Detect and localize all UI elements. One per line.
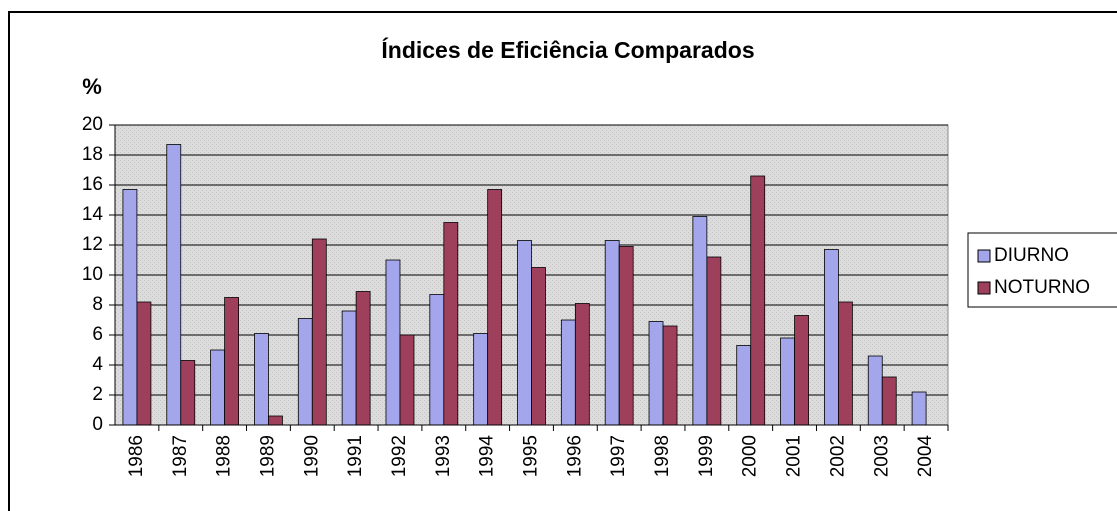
- bar: [487, 189, 503, 426]
- x-tick-label: 1988: [214, 435, 235, 477]
- bar: [254, 333, 269, 426]
- x-tick-label: 2004: [915, 435, 936, 478]
- bar: [604, 240, 620, 426]
- y-tick-label: 14: [82, 204, 104, 225]
- x-tick-label: 2000: [740, 435, 761, 477]
- bar: [823, 249, 839, 426]
- x-tick-label: 1992: [389, 435, 410, 477]
- bar: [224, 297, 240, 426]
- y-tick-label: 18: [82, 144, 103, 165]
- bar: [736, 345, 752, 426]
- y-tick-label: 12: [82, 234, 103, 255]
- legend-swatch: [977, 281, 991, 295]
- bar: [706, 256, 722, 426]
- bar: [166, 144, 182, 426]
- x-tick-label: 1994: [477, 435, 498, 478]
- bar: [794, 315, 809, 426]
- y-tick-label: 10: [82, 264, 103, 285]
- bar: [911, 391, 927, 426]
- bar: [517, 240, 532, 426]
- x-tick-label: 1986: [126, 435, 147, 477]
- x-tick-label: 1998: [652, 435, 673, 477]
- x-tick-label: 1989: [257, 435, 278, 477]
- bar: [648, 321, 664, 426]
- bar: [881, 376, 897, 426]
- y-tick-label: 4: [92, 354, 103, 375]
- x-tick-label: 1995: [521, 435, 542, 477]
- y-tick-label: 8: [92, 294, 103, 315]
- x-tick-label: 1996: [564, 435, 585, 477]
- legend-label: NOTURNO: [994, 277, 1090, 298]
- x-tick-label: 1999: [696, 435, 717, 477]
- x-tick-label: 1987: [170, 435, 191, 477]
- bar: [429, 294, 445, 426]
- bar: [268, 415, 283, 426]
- x-tick-label: 2001: [784, 435, 805, 477]
- x-tick-label: 1997: [608, 435, 629, 477]
- bar: [780, 337, 795, 426]
- bar: [618, 246, 634, 426]
- y-tick-label: 16: [82, 174, 103, 195]
- x-tick-label: 2002: [827, 435, 848, 477]
- y-tick-label: 20: [82, 114, 103, 135]
- bar: [311, 238, 327, 426]
- bar: [385, 259, 401, 426]
- bar: [399, 334, 415, 426]
- bar: [355, 291, 371, 426]
- bar: [473, 333, 489, 426]
- legend-label: DIURNO: [994, 245, 1069, 266]
- bar: [210, 349, 226, 426]
- bar: [837, 301, 853, 426]
- bar: [180, 360, 196, 426]
- bar: [136, 301, 152, 426]
- bar: [297, 318, 313, 426]
- chart-title: Índices de Eficiência Comparados: [381, 36, 754, 63]
- bar: [692, 216, 708, 426]
- x-tick-label: 1991: [345, 435, 366, 477]
- bar: [574, 303, 590, 426]
- x-tick-label: 1990: [301, 435, 322, 477]
- bar: [443, 222, 459, 426]
- y-tick-label: 2: [92, 384, 103, 405]
- bar: [560, 319, 576, 426]
- legend-box: [967, 232, 1117, 308]
- y-tick-label: 0: [92, 414, 103, 435]
- bar: [341, 310, 357, 426]
- x-tick-label: 2003: [871, 435, 892, 477]
- bar: [662, 325, 678, 426]
- bar: [750, 175, 766, 426]
- y-axis-label: %: [82, 74, 102, 99]
- legend-swatch: [977, 249, 991, 263]
- bar: [122, 189, 138, 426]
- y-tick-label: 6: [92, 324, 103, 345]
- bar: [867, 355, 883, 426]
- bar: [531, 267, 546, 426]
- x-tick-label: 1993: [433, 435, 454, 477]
